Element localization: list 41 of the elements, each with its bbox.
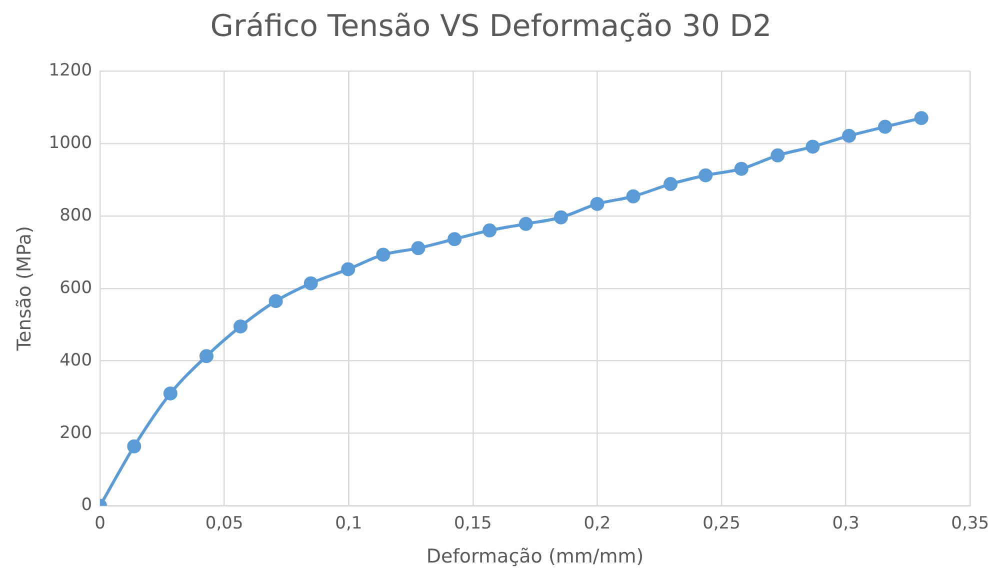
x-tick-label: 0,05 [205,513,244,534]
point [878,120,892,134]
y-tick-label: 1200 [48,60,92,80]
x-tick-label: 0,15 [454,513,492,534]
y-tick-label: 1000 [48,132,92,153]
point [482,223,497,238]
point [806,140,820,154]
x-tick-label: 0,25 [702,513,740,534]
y-tick-label: 200 [60,422,92,443]
point [376,248,390,262]
x-tick-label: 0,1 [335,513,362,534]
y-tick-label: 0 [81,495,92,516]
chart-title: Gráfico Tensão VS Deformação 30 D2 [210,8,772,44]
point [234,319,248,334]
x-tick-label: 0,3 [832,513,860,534]
point [554,210,568,224]
x-tick-label: 0,35 [951,513,990,534]
point [411,241,426,256]
point [698,168,713,182]
point [842,128,856,143]
y-tick-label: 800 [60,205,92,226]
point [163,386,178,400]
point [734,162,748,176]
x-tick-label: 0,2 [584,513,611,534]
y-axis-title: Tensão (MPa) [13,226,36,352]
point [914,111,928,126]
point [626,189,640,204]
point [518,216,533,231]
x-axis-title: Deformação (mm/mm) [426,546,644,568]
point [268,294,283,308]
point [199,349,214,364]
point [341,262,356,276]
point [770,148,785,162]
point [590,196,604,211]
x-tick-label: 0 [94,513,106,534]
point [448,232,462,246]
y-tick-label: 600 [60,278,92,298]
point [304,276,318,290]
y-tick-label: 400 [60,350,92,370]
point [127,439,142,454]
point [664,177,678,192]
